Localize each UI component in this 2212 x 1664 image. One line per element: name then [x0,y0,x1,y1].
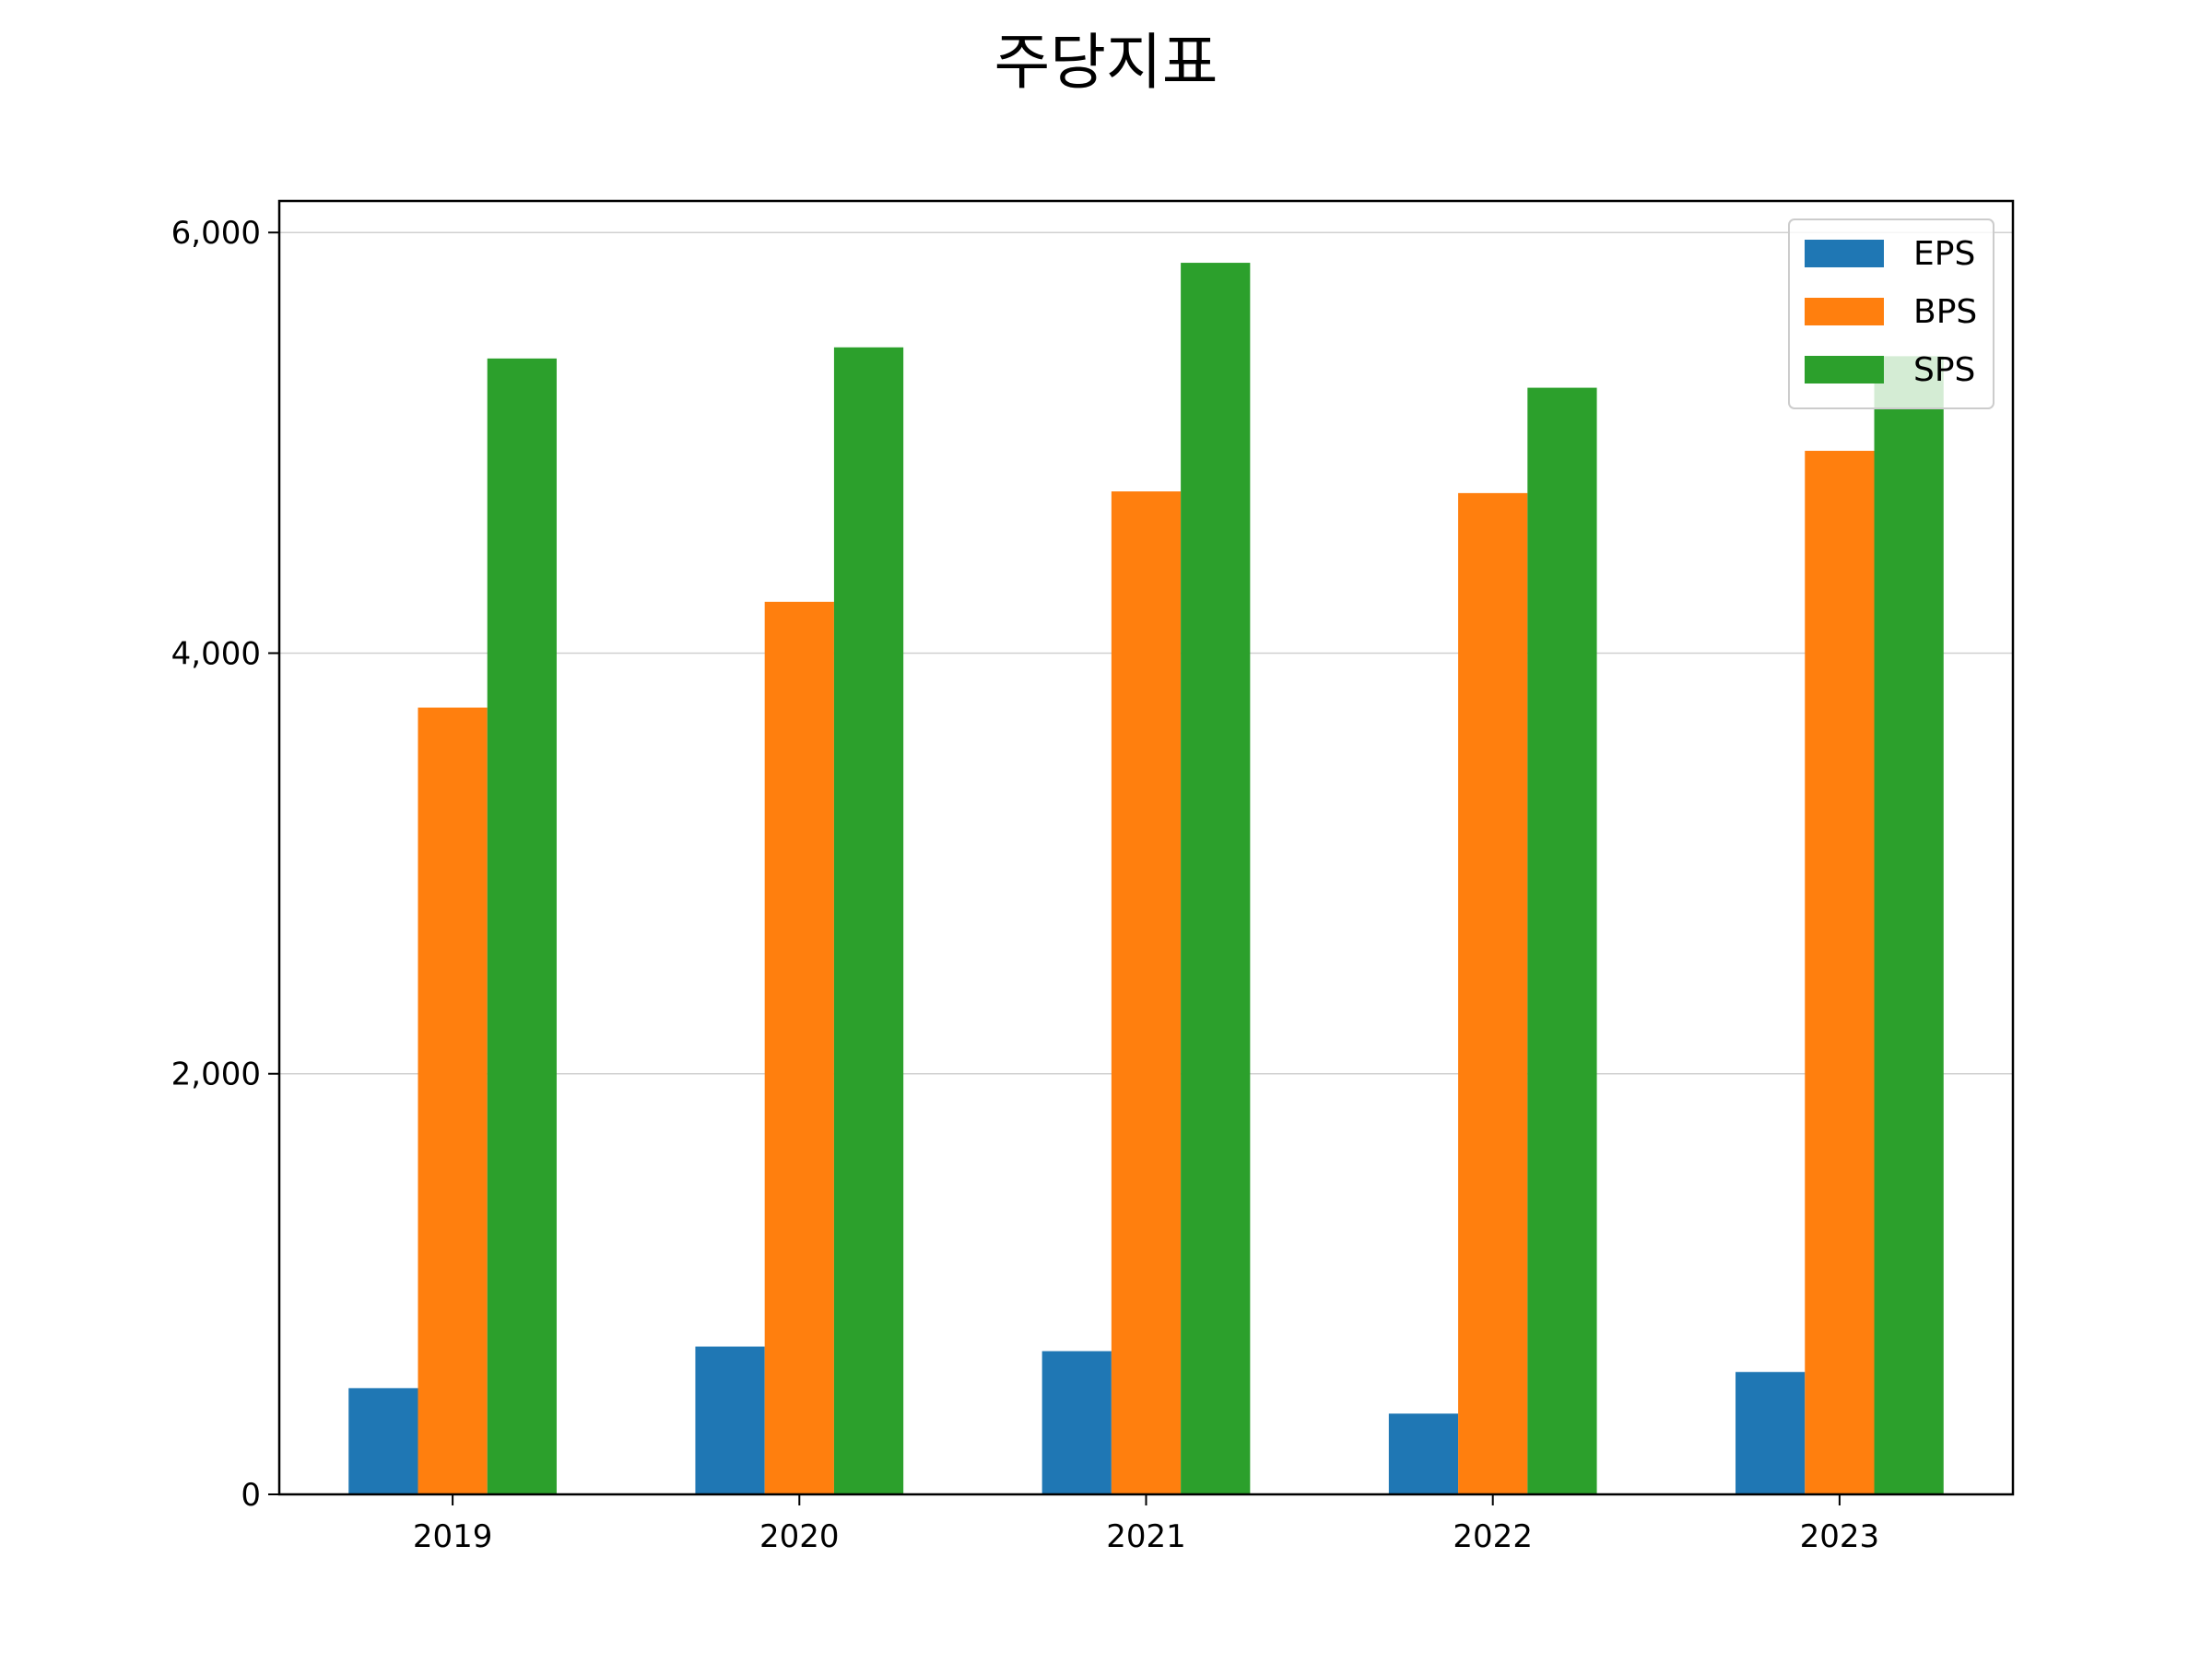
bar-sps-2019 [487,358,557,1495]
bar-bps-2023 [1805,451,1875,1494]
y-axis: 0 2,000 4,000 6,000 [171,215,279,1514]
y-tick-label: 4,000 [171,635,261,672]
legend-swatch-eps [1805,240,1884,267]
bar-sps-2022 [1527,387,1597,1495]
bars [348,263,1944,1495]
x-axis: 2019 2020 2021 2022 2023 [413,1494,1879,1555]
x-tick-label: 2022 [1453,1518,1533,1555]
legend-swatch-sps [1805,356,1884,384]
bar-eps-2019 [348,1387,418,1494]
x-tick-label: 2023 [1800,1518,1880,1555]
y-tick-label: 0 [241,1477,261,1514]
bar-sps-2023 [1874,356,1944,1494]
legend-label-bps: BPS [1913,293,1977,331]
bar-bps-2019 [418,707,488,1494]
bar-eps-2022 [1388,1413,1459,1494]
legend-label-eps: EPS [1913,235,1975,273]
bar-eps-2023 [1735,1372,1806,1494]
bar-sps-2020 [833,347,904,1494]
bar-bps-2021 [1111,491,1182,1495]
y-tick-label: 2,000 [171,1056,261,1093]
bar-bps-2020 [764,601,834,1494]
y-tick-label: 6,000 [171,215,261,252]
chart-title: 주당지표 [994,27,1218,98]
x-tick-label: 2021 [1106,1518,1186,1555]
bar-sps-2021 [1181,263,1251,1494]
legend-label-sps: SPS [1913,351,1975,389]
legend: EPS BPS SPS [1788,218,1994,409]
x-tick-label: 2019 [413,1518,493,1555]
legend-swatch-bps [1805,298,1884,325]
x-tick-label: 2020 [759,1518,840,1555]
bar-bps-2022 [1458,492,1528,1494]
bar-eps-2020 [695,1346,765,1494]
bar-eps-2021 [1041,1351,1112,1494]
